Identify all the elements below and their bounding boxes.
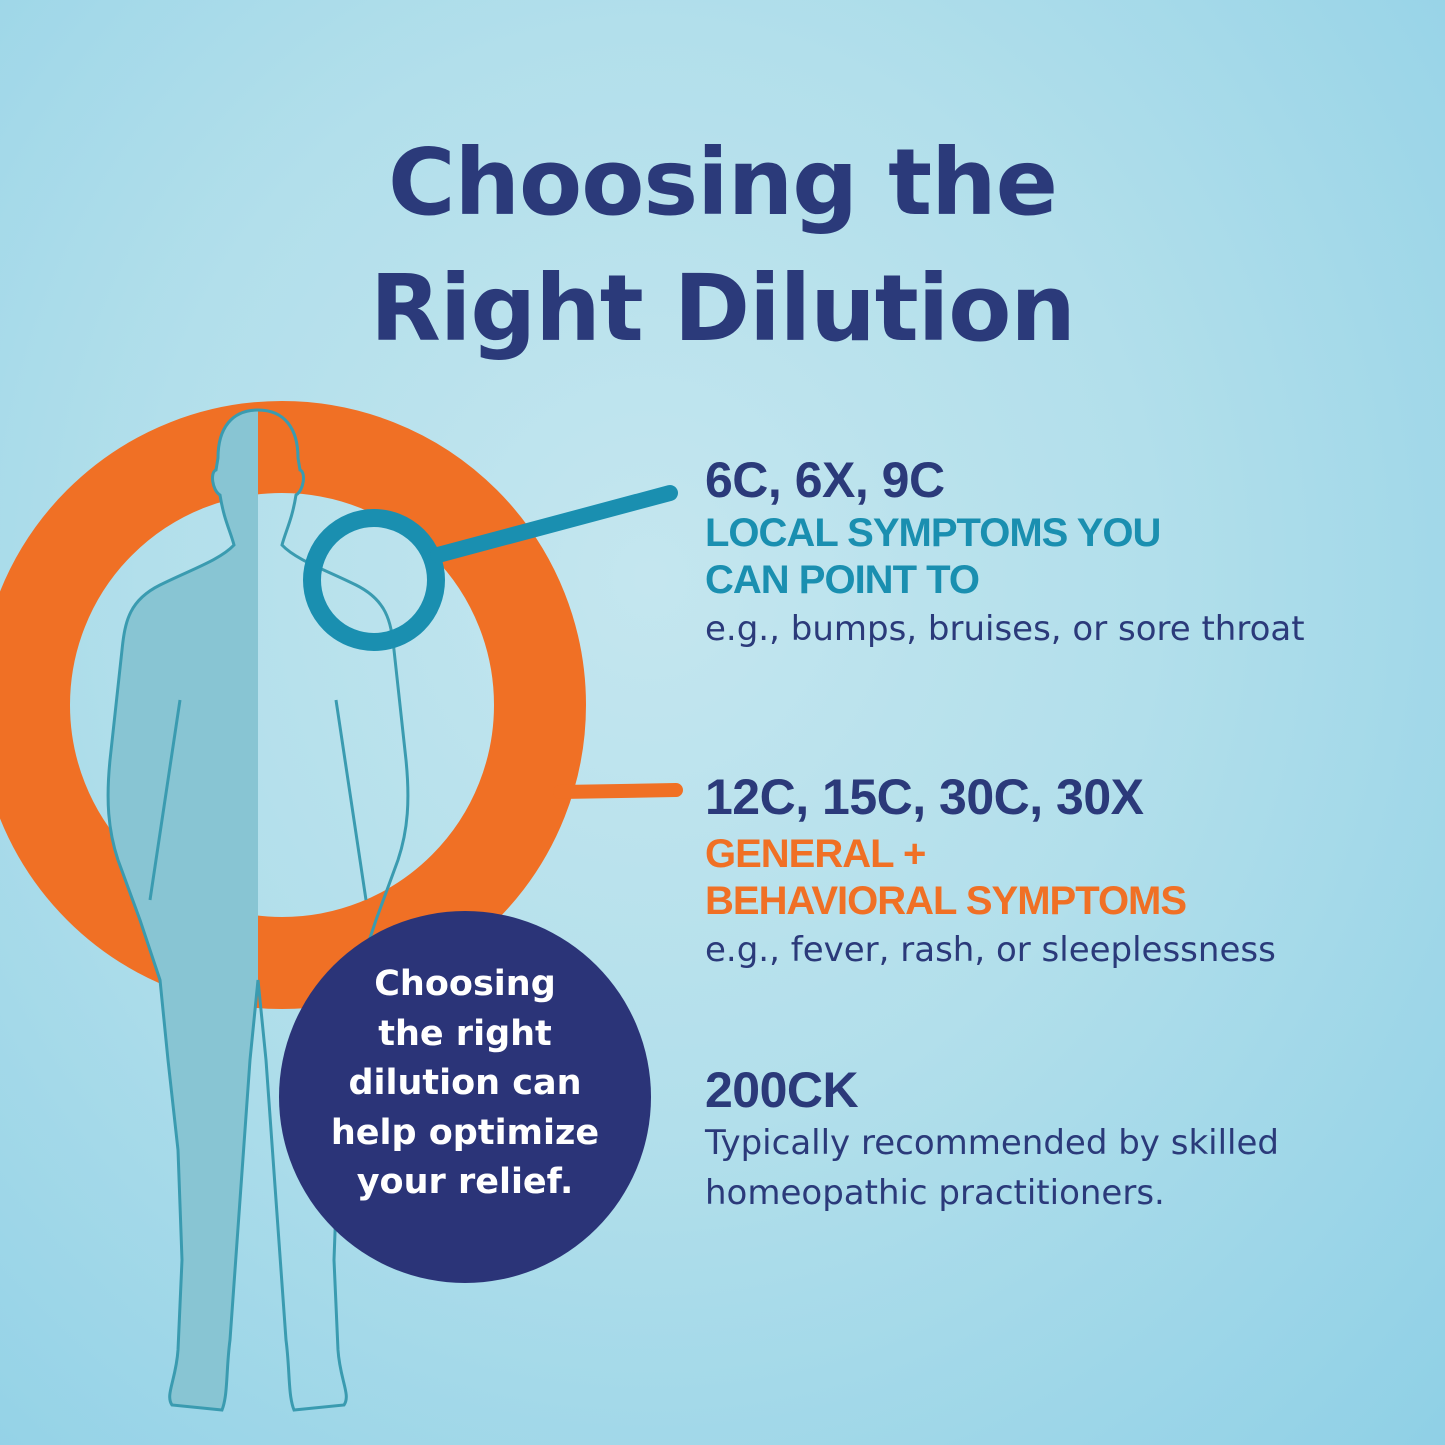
bubble-message: Choosing the right dilution can help opt… — [285, 960, 645, 1240]
magnifier-ring — [303, 485, 678, 651]
dilution-codes: 12C, 15C, 30C, 30X — [705, 769, 1144, 825]
bubble-line: the right — [378, 1013, 552, 1054]
human-body-figure — [106, 408, 410, 1412]
title-line-2: Right Dilution — [370, 255, 1076, 362]
category-label: LOCAL SYMPTOMS YOU CAN POINT TO — [705, 510, 1305, 604]
bubble-line: Choosing — [374, 964, 556, 1004]
examples-text: e.g., fever, rash, or sleeplessness — [705, 930, 1276, 970]
section-general: 12C, 15C, 30C, 30X GENERAL + BEHAVIORAL … — [705, 769, 1276, 975]
orange-brush-ring — [0, 401, 683, 1009]
bubble-line: your relief. — [356, 1162, 574, 1202]
dilution-codes: 6C, 6X, 9C — [705, 452, 945, 508]
dilution-codes: 200CK — [705, 1062, 859, 1118]
examples-text: e.g., bumps, bruises, or sore throat — [705, 609, 1305, 649]
section-200ck: 200CK Typically recommended by skilled h… — [705, 1062, 1279, 1218]
section-local: 6C, 6X, 9C LOCAL SYMPTOMS YOU CAN POINT … — [705, 452, 1305, 654]
title-line-1: Choosing the — [388, 129, 1058, 236]
examples-text: Typically recommended by skilled — [705, 1123, 1279, 1163]
category-line: GENERAL + — [705, 832, 926, 876]
bubble-line: dilution can — [348, 1063, 582, 1103]
category-line: LOCAL SYMPTOMS YOU — [705, 511, 1161, 555]
category-line: BEHAVIORAL SYMPTOMS — [705, 879, 1187, 923]
category-line: CAN POINT TO — [705, 558, 980, 602]
bubble-line: help optimize — [330, 1112, 600, 1153]
page-title: Choosing the Right Dilution — [0, 120, 1445, 372]
navy-bubble — [279, 911, 651, 1283]
examples-text: homeopathic practitioners. — [705, 1173, 1165, 1213]
category-label: GENERAL + BEHAVIORAL SYMPTOMS — [705, 831, 1276, 925]
